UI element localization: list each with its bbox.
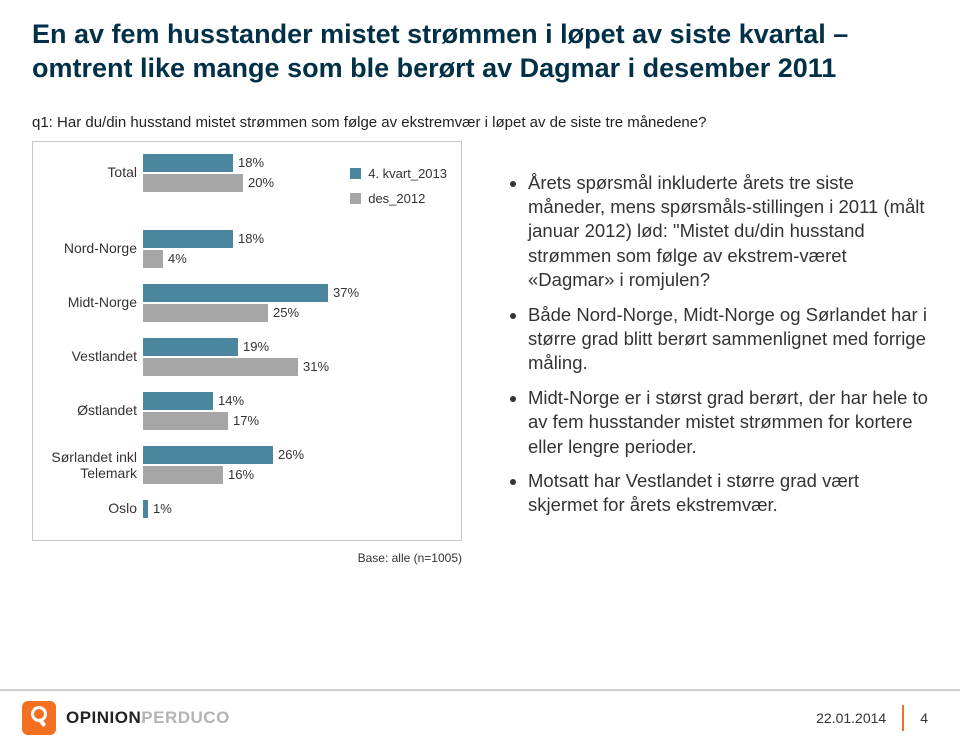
bar (143, 338, 238, 356)
legend-swatch (350, 193, 361, 204)
bar-value-label: 37% (333, 285, 359, 300)
bar (143, 154, 233, 172)
bar-value-label: 1% (153, 501, 172, 516)
bar-value-label: 25% (273, 305, 299, 320)
bullet-item: Midt-Norge er i størst grad berørt, der … (528, 386, 928, 459)
page-title: En av fem husstander mistet strømmen i l… (32, 18, 928, 86)
legend-label: des_2012 (368, 191, 425, 206)
legend-swatch (350, 168, 361, 179)
logo-text-dark: OPINION (66, 708, 141, 727)
bar-value-label: 17% (233, 413, 259, 428)
bullet-list: Årets spørsmål inkluderte årets tre sist… (492, 141, 928, 565)
category-label: Sørlandet inkl Telemark (37, 449, 137, 481)
bar (143, 284, 328, 302)
footer-right: 22.01.2014 4 (816, 705, 928, 731)
category-label: Midt-Norge (37, 294, 137, 310)
bar (143, 446, 273, 464)
bar (143, 358, 298, 376)
bullet-item: Både Nord-Norge, Midt-Norge og Sørlandet… (528, 303, 928, 376)
category-label: Total (37, 164, 137, 180)
legend-label: 4. kvart_2013 (368, 166, 447, 181)
base-note: Base: alle (n=1005) (32, 551, 462, 565)
category-label: Østlandet (37, 402, 137, 418)
bar-chart: 4. kvart_2013 des_2012 Total 18% 20% Nord-N… (32, 141, 462, 541)
footer: OPINIONPERDUCO 22.01.2014 4 (0, 689, 960, 745)
bar-value-label: 16% (228, 467, 254, 482)
logo-text-light: PERDUCO (141, 708, 230, 727)
bar (143, 412, 228, 430)
chart-legend: 4. kvart_2013 des_2012 (350, 166, 447, 216)
question-text: q1: Har du/din husstand mistet strømmen … (32, 114, 928, 131)
bar (143, 174, 243, 192)
category-label: Vestlandet (37, 348, 137, 364)
bullet-item: Motsatt har Vestlandet i større grad vær… (528, 469, 928, 518)
legend-item: 4. kvart_2013 (350, 166, 447, 181)
logo: OPINIONPERDUCO (22, 701, 230, 735)
bar-value-label: 20% (248, 175, 274, 190)
bar (143, 392, 213, 410)
bar-value-label: 31% (303, 359, 329, 374)
category-label: Nord-Norge (37, 240, 137, 256)
bar-value-label: 26% (278, 447, 304, 462)
bar (143, 500, 148, 518)
footer-page: 4 (920, 710, 928, 726)
bar-value-label: 4% (168, 251, 187, 266)
bar (143, 230, 233, 248)
bullet-item: Årets spørsmål inkluderte årets tre sist… (528, 171, 928, 293)
category-label: Oslo (37, 500, 137, 516)
legend-item: des_2012 (350, 191, 447, 206)
logo-text: OPINIONPERDUCO (66, 708, 230, 728)
chart-panel: 4. kvart_2013 des_2012 Total 18% 20% Nord-N… (32, 141, 492, 565)
bar-value-label: 19% (243, 339, 269, 354)
footer-separator (902, 705, 904, 731)
logo-icon (22, 701, 56, 735)
bar (143, 250, 163, 268)
bar (143, 304, 268, 322)
bar (143, 466, 223, 484)
footer-date: 22.01.2014 (816, 710, 886, 726)
bar-value-label: 18% (238, 155, 264, 170)
bar-value-label: 18% (238, 231, 264, 246)
bar-value-label: 14% (218, 393, 244, 408)
